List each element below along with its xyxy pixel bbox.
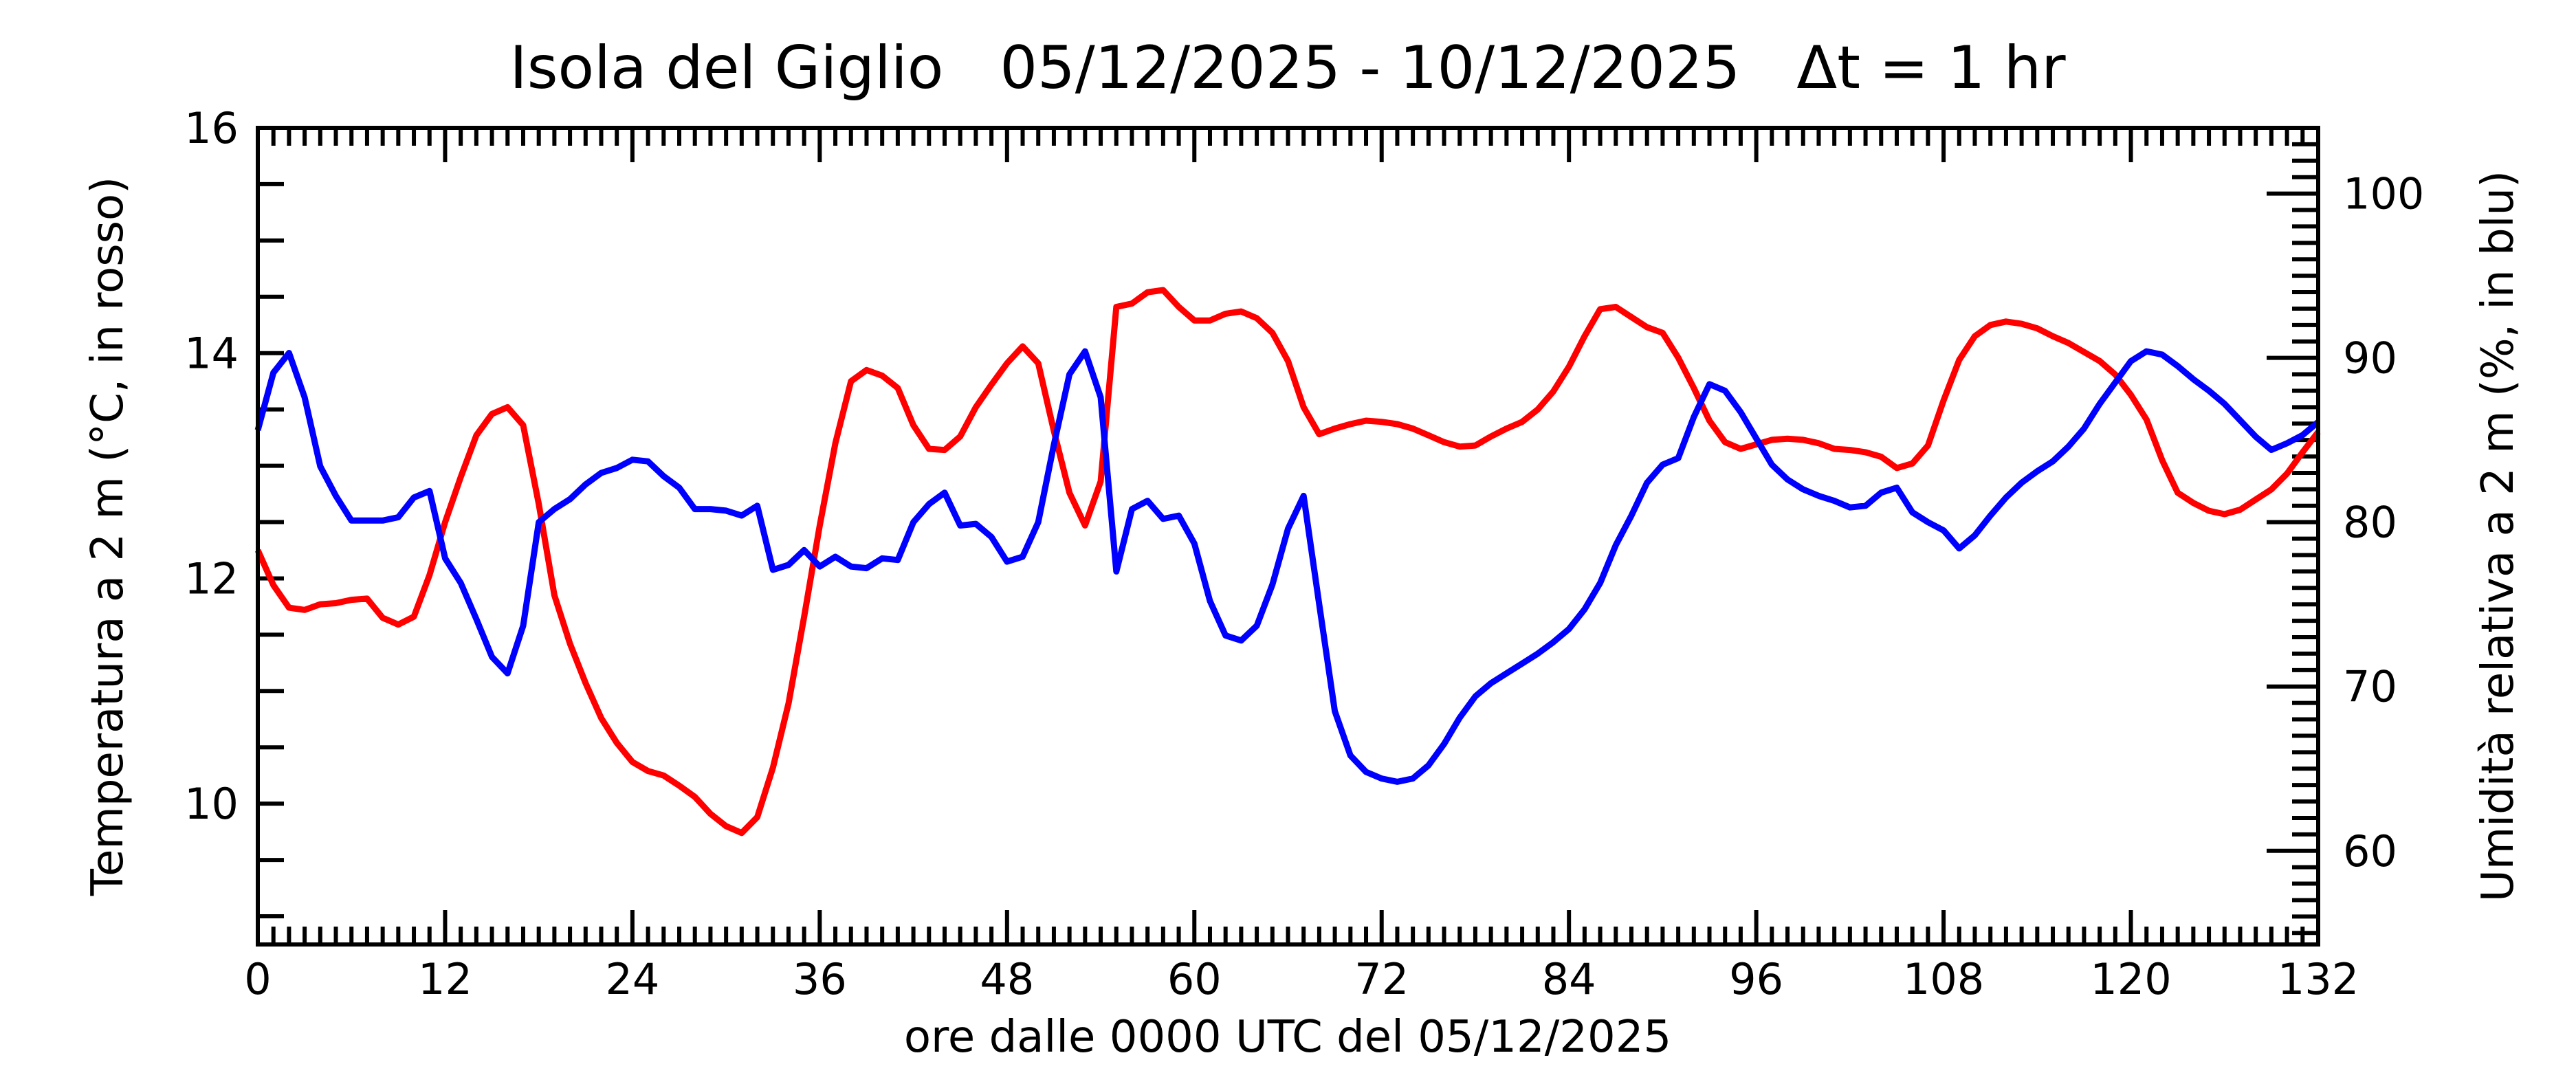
- x-axis-label: ore dalle 0000 UTC del 05/12/2025: [904, 1012, 1671, 1063]
- x-tick-label: 96: [1729, 954, 1783, 1004]
- x-tick-label: 60: [1167, 954, 1222, 1004]
- x-tick-label: 36: [793, 954, 847, 1004]
- x-tick-label: 24: [605, 954, 659, 1004]
- x-tick-label: 84: [1542, 954, 1596, 1004]
- x-tick-label: 12: [418, 954, 472, 1004]
- tick-labels: 0 12 24 36 48 60 72 84 96 108 120 132 10 12 14 16 60 70 80…: [184, 103, 2424, 1004]
- y-left-tick-label: 16: [184, 103, 239, 153]
- x-tick-label: 120: [2090, 954, 2171, 1004]
- series-lines: [254, 287, 2321, 837]
- temperature-line: [254, 287, 2321, 837]
- y-right-tick-label: 80: [2343, 498, 2397, 548]
- y-axis-label-right: Umidità relativa a 2 m (%, in blu): [2473, 170, 2524, 902]
- y-right-tick-label: 70: [2343, 662, 2397, 712]
- y-right-tick-label: 90: [2343, 333, 2397, 384]
- y-left-tick-label: 14: [184, 329, 239, 379]
- y-left-tick-label: 10: [184, 779, 239, 829]
- x-tick-label: 132: [2278, 954, 2359, 1004]
- x-tick-label: 48: [980, 954, 1034, 1004]
- y-right-tick-label: 60: [2343, 826, 2397, 876]
- chart-title: Isola del Giglio 05/12/2025 - 10/12/2025…: [509, 34, 2066, 102]
- y-right-tick-label: 100: [2343, 169, 2424, 219]
- x-tick-label: 0: [244, 954, 271, 1004]
- x-tick-label: 72: [1354, 954, 1409, 1004]
- humidity-line: [254, 348, 2320, 785]
- y-axis-label-left: Temperatura a 2 m (°C, in rosso): [82, 177, 133, 896]
- x-tick-label: 108: [1903, 954, 1984, 1004]
- y-left-tick-label: 12: [184, 553, 239, 604]
- plot-frame: [256, 126, 2320, 947]
- axis-ticks: [256, 126, 2320, 944]
